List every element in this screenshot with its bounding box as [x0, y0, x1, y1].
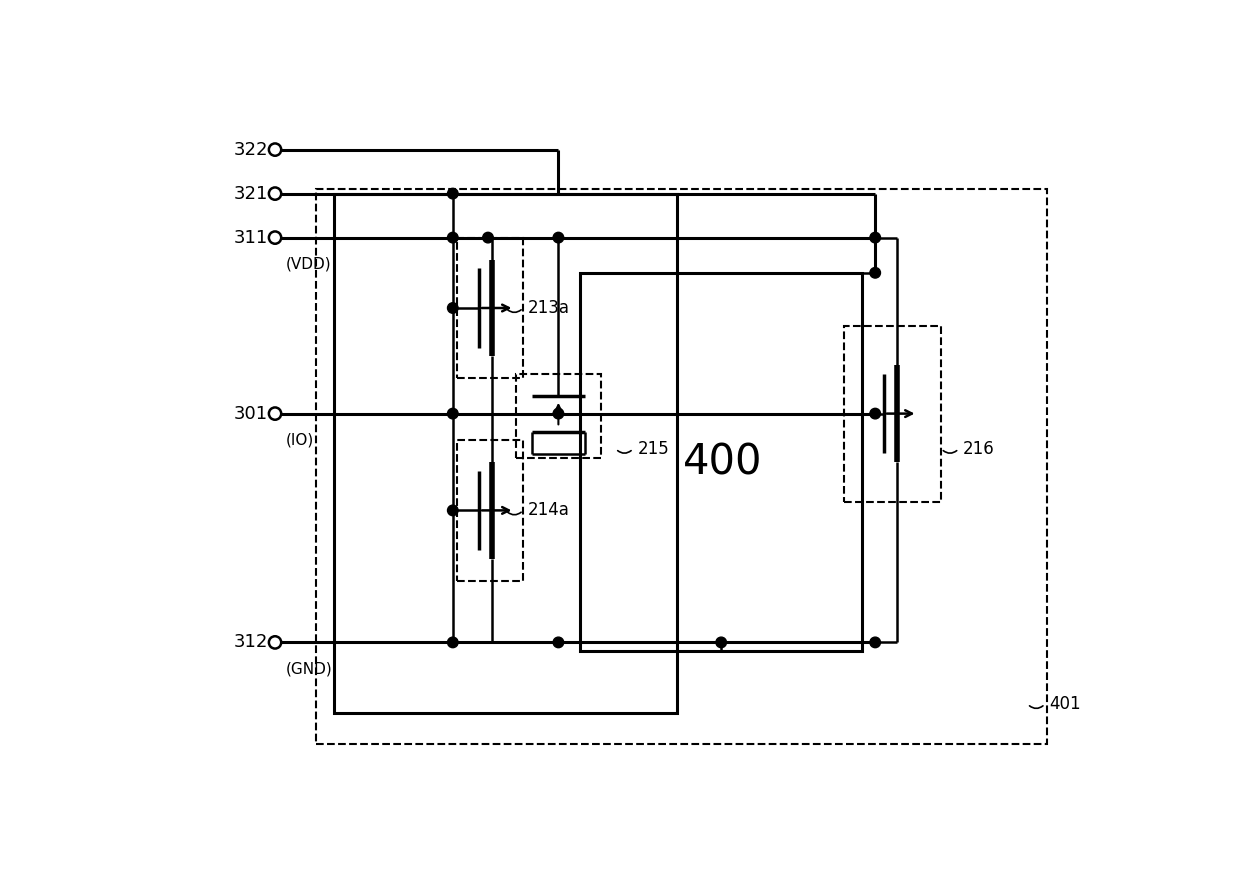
Circle shape	[448, 408, 458, 419]
Circle shape	[448, 232, 458, 243]
Text: 321: 321	[233, 185, 268, 202]
Bar	[844, 326, 941, 502]
Circle shape	[269, 407, 281, 420]
Text: (VDD): (VDD)	[285, 257, 331, 272]
Circle shape	[269, 636, 281, 649]
Circle shape	[870, 637, 880, 648]
Text: 301: 301	[234, 405, 268, 422]
Circle shape	[448, 303, 458, 313]
Circle shape	[553, 408, 564, 419]
Circle shape	[715, 637, 727, 648]
Bar	[516, 374, 600, 458]
Circle shape	[553, 232, 564, 243]
Bar	[316, 189, 1047, 744]
Text: 400: 400	[683, 441, 763, 483]
Circle shape	[448, 188, 458, 199]
Circle shape	[269, 143, 281, 156]
Circle shape	[269, 231, 281, 244]
Bar	[458, 238, 523, 378]
Circle shape	[870, 268, 880, 278]
Text: (IO): (IO)	[285, 433, 314, 448]
Text: 311: 311	[234, 229, 268, 246]
Bar	[580, 273, 862, 651]
Circle shape	[269, 187, 281, 200]
Bar	[458, 440, 523, 581]
Circle shape	[448, 637, 458, 648]
Circle shape	[870, 408, 880, 419]
Text: 216: 216	[963, 440, 994, 458]
Circle shape	[553, 637, 564, 648]
Text: 401: 401	[1049, 695, 1081, 713]
Circle shape	[482, 232, 494, 243]
Text: 322: 322	[233, 141, 268, 158]
Text: 213a: 213a	[527, 299, 569, 317]
Circle shape	[870, 232, 880, 243]
Text: 215: 215	[637, 440, 670, 458]
Bar	[334, 194, 677, 713]
Text: 312: 312	[233, 634, 268, 651]
Circle shape	[448, 505, 458, 516]
Text: (GND): (GND)	[285, 662, 332, 677]
Text: 214a: 214a	[527, 502, 569, 519]
